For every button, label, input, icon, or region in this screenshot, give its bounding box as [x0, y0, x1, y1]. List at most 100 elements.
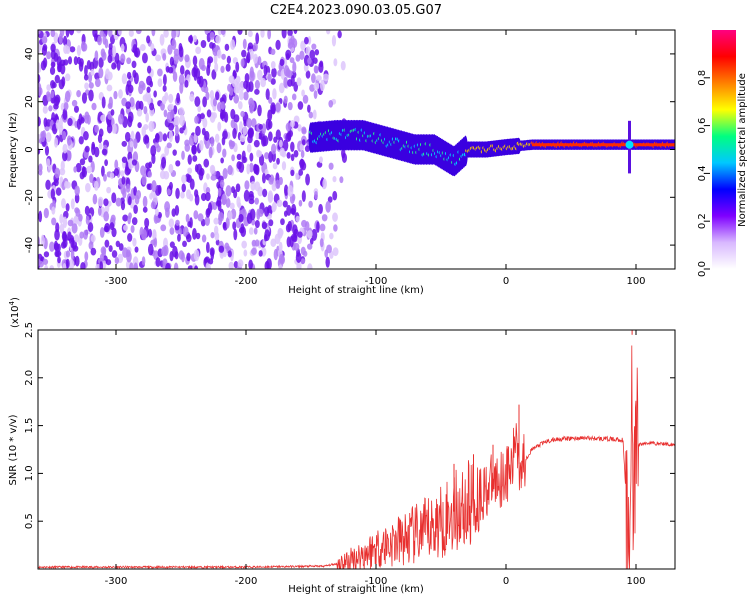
- spectrogram-noise-cell: [47, 165, 51, 173]
- spectrogram-noise-cell: [133, 262, 138, 269]
- spectrogram-noise-cell: [329, 232, 334, 240]
- spectrogram-noise-cell: [297, 231, 303, 238]
- spectrogram-noise-cell: [222, 148, 227, 158]
- spectrogram-noise-cell: [90, 68, 95, 76]
- spectrogram-noise-cell: [319, 223, 326, 232]
- spectrogram-noise-cell: [160, 102, 165, 111]
- spectrogram-noise-cell: [127, 195, 132, 206]
- spectrogram-noise-cell: [169, 56, 174, 67]
- spectrogram-noise-cell: [301, 219, 308, 228]
- spectrogram-noise-cell: [240, 226, 247, 238]
- spectrogram-noise-cell: [243, 80, 249, 90]
- spectrogram-noise-cell: [146, 35, 151, 44]
- spectrogram-noise-cell: [98, 57, 104, 69]
- spectrogram-noise-cell: [293, 30, 298, 35]
- spectrogram-noise-cell: [246, 143, 252, 153]
- spectrogram-noise-cell: [147, 170, 153, 178]
- spectrogram-noise-cell: [232, 79, 238, 88]
- spectrogram-noise-cell: [254, 197, 259, 205]
- spectrogram-noise-cell: [253, 53, 258, 64]
- spectrogram-noise-cell: [78, 136, 84, 145]
- spectrogram-noise-cell: [204, 256, 211, 265]
- x-tick-label: -100: [365, 576, 388, 587]
- spectrogram-noise-cell: [50, 43, 56, 53]
- spectrogram-noise-cell: [202, 96, 207, 108]
- y-tick-label: -40: [24, 237, 35, 253]
- spectrogram-noise-cell: [76, 118, 81, 130]
- spectrogram-noise-cell: [142, 195, 148, 208]
- spectrogram-noise-cell: [300, 258, 306, 265]
- spectrogram-noise-cell: [313, 65, 318, 74]
- spectrogram-noise-cell: [121, 73, 128, 85]
- spectrogram-noise-cell: [214, 133, 220, 143]
- spectrogram-noise-cell: [299, 50, 305, 60]
- spectrogram-noise-cell: [79, 231, 85, 239]
- spectrogram-noise-cell: [251, 218, 256, 226]
- spectrogram-noise-cell: [99, 227, 105, 238]
- spectrogram-noise-cell: [181, 183, 186, 193]
- spectrogram-noise-cell: [153, 213, 159, 224]
- spectrogram-noise-cell: [256, 149, 261, 158]
- spectrogram-noise-cell: [132, 237, 137, 247]
- spectrogram-noise-cell: [92, 30, 98, 38]
- spectrogram-noise-cell: [63, 59, 69, 66]
- spectrogram-noise-cell: [272, 162, 278, 170]
- spectrogram-noise-cell: [161, 95, 167, 105]
- spectrogram-noise-cell: [106, 186, 112, 194]
- spectrogram-noise-cell: [313, 90, 318, 99]
- spectrogram-noise-cell: [276, 157, 280, 165]
- spectrogram-noise-cell: [65, 30, 70, 38]
- spectrogram-noise-cell: [53, 96, 60, 107]
- spectrogram-noise-cell: [62, 108, 68, 120]
- spectrogram-noise-cell: [128, 30, 134, 37]
- spectrogram-noise-cell: [110, 109, 115, 116]
- spectrogram-noise-cell: [307, 243, 313, 250]
- spectrogram-noise-cell: [93, 180, 99, 191]
- spectrogram-noise-cell: [45, 132, 52, 143]
- spectrogram-noise-cell: [155, 54, 162, 62]
- spectrogram-noise-cell: [270, 78, 276, 85]
- spectrogram-noise-cell: [215, 239, 220, 246]
- spectrogram-noise-cell: [164, 145, 170, 156]
- spectrogram-noise-cell: [270, 48, 276, 56]
- spectrogram-noise-cell: [319, 238, 324, 248]
- spectrogram-noise-cell: [108, 30, 113, 38]
- spectrogram-noise-cell: [282, 139, 289, 152]
- spectrogram-noise-cell: [101, 148, 108, 156]
- spectrogram-noise-cell: [197, 105, 202, 113]
- spectrogram-noise-cell: [65, 203, 70, 212]
- spectrogram-noise-cell: [104, 239, 110, 248]
- spectrogram-noise-cell: [46, 158, 51, 168]
- spectrogram-noise-cell: [126, 71, 132, 80]
- spectrogram-noise-cell: [120, 200, 126, 211]
- spectrogram-noise-cell: [117, 30, 123, 36]
- spectrogram-noise-cell: [191, 144, 197, 155]
- spectrogram-noise-cell: [182, 240, 187, 248]
- spectrogram-noise-cell: [67, 150, 72, 161]
- spectrogram-noise-cell: [322, 178, 327, 190]
- spectrogram-noise-cell: [38, 258, 41, 267]
- spectrogram-noise-cell: [113, 90, 118, 100]
- spectrogram-noise-cell: [171, 30, 177, 40]
- spectrogram-noise-cell: [200, 192, 207, 202]
- spectrogram-noise-cell: [98, 67, 104, 79]
- spectrogram-noise-cell: [326, 244, 332, 254]
- spectrogram-noise-cell: [318, 61, 324, 74]
- spectrogram-noise-cell: [146, 86, 151, 93]
- spectrogram-noise-cell: [315, 74, 322, 82]
- y-tick-label: -20: [24, 189, 35, 205]
- spectrogram-noise-cell: [278, 176, 283, 186]
- spectrogram-noise-cell: [332, 175, 337, 183]
- spectrogram-noise-cell: [80, 41, 86, 52]
- spectrogram-noise-cell: [131, 159, 137, 166]
- spectrogram-noise-cell: [103, 211, 110, 222]
- spectrogram-noise-cell: [89, 173, 94, 184]
- spectrogram-noise-cell: [163, 109, 168, 118]
- spectrogram-noise-cell: [161, 246, 168, 257]
- spectrogram-noise-cell: [248, 193, 255, 201]
- spectrogram-noise-cell: [221, 53, 226, 60]
- spectrogram-noise-cell: [118, 89, 123, 99]
- spectrogram-noise-cell: [214, 62, 219, 73]
- spectrogram-noise-cell: [152, 229, 157, 239]
